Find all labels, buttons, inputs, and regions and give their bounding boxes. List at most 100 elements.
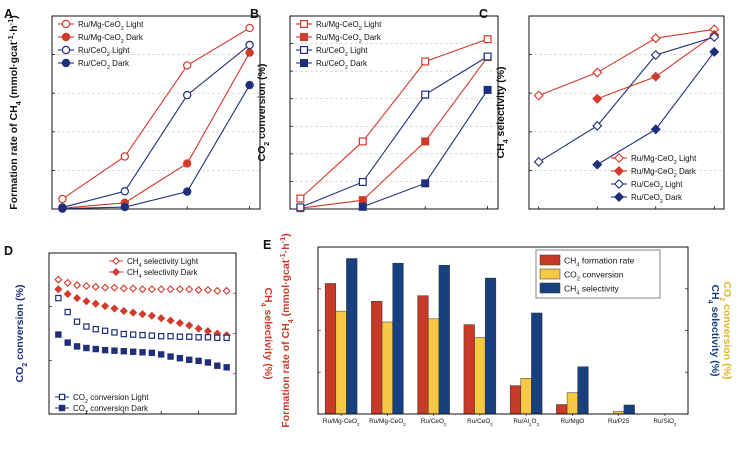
legend-label: CH4 selectivity xyxy=(564,284,619,297)
data-point xyxy=(82,281,91,291)
legend-label: Ru/CeO2 Dark xyxy=(78,59,130,71)
data-point xyxy=(650,49,661,61)
series-line xyxy=(62,27,250,200)
data-point xyxy=(73,318,81,325)
bar xyxy=(531,312,543,415)
bar xyxy=(577,366,589,415)
data-point xyxy=(223,334,230,341)
data-point xyxy=(138,310,147,319)
legend-marker xyxy=(61,32,71,42)
data-point xyxy=(421,57,430,66)
data-point xyxy=(185,285,194,294)
plot-frame xyxy=(48,252,237,415)
data-point xyxy=(148,332,156,339)
data-point xyxy=(175,285,184,294)
plot-frame xyxy=(51,15,261,210)
data-point xyxy=(186,333,193,340)
data-point xyxy=(421,137,430,146)
data-point xyxy=(54,285,63,294)
bar xyxy=(556,404,568,415)
data-point xyxy=(73,343,81,350)
data-point xyxy=(223,364,230,371)
data-point xyxy=(195,357,202,365)
data-point xyxy=(592,93,603,104)
legend-marker xyxy=(300,45,309,54)
bar xyxy=(428,318,440,415)
legend-label: CH4 formation rate xyxy=(564,256,635,269)
data-point xyxy=(182,90,192,100)
legend-label: Ru/Mg-CeO2 Dark xyxy=(78,33,144,45)
data-point xyxy=(421,90,430,99)
panel-e: Ru/Mg-CeO2 Ru/Mg-CeO2 Ru/CeO2 Ru/CeO2 Ru/Al2… xyxy=(263,233,733,427)
category-label: Ru/MgO xyxy=(560,418,584,425)
data-point xyxy=(421,179,430,188)
data-point xyxy=(120,187,130,196)
legend-swatch xyxy=(539,268,561,280)
data-point xyxy=(166,285,175,294)
category-label: Ru/SiO2 xyxy=(653,418,677,427)
data-point xyxy=(222,286,231,295)
legend-swatch xyxy=(539,282,561,294)
bar xyxy=(324,283,337,415)
y-axis-label: CH4 selectivity (%) xyxy=(495,66,510,158)
legend-label: Ru/Mg-CeO2 Dark xyxy=(316,33,382,45)
data-point xyxy=(194,324,203,333)
data-point xyxy=(358,202,367,211)
legend-marker xyxy=(613,178,625,190)
data-point xyxy=(91,282,100,291)
data-point xyxy=(101,327,109,335)
y-axis-label: Formation rate of CH4 (mmol·gcat-1·h-1) xyxy=(278,233,296,427)
legend-swatch xyxy=(539,254,561,266)
y-axis-label: Formation rate of CH4 (mmol·gcat-1·h-1) xyxy=(6,15,24,209)
panel-letter: E xyxy=(263,238,271,252)
data-point xyxy=(483,85,492,94)
series-line xyxy=(362,89,489,208)
legend-label: CO2 conversion xyxy=(564,270,624,283)
data-point xyxy=(245,23,254,33)
data-point xyxy=(157,285,166,294)
legend-marker xyxy=(613,191,625,203)
data-point xyxy=(111,329,118,336)
data-point xyxy=(73,281,82,290)
data-point xyxy=(204,334,212,341)
series-line xyxy=(62,44,250,208)
data-point xyxy=(64,308,71,316)
bar xyxy=(484,277,497,415)
data-point xyxy=(182,61,192,70)
bar xyxy=(438,264,450,415)
data-point xyxy=(709,32,720,43)
legend-label: CH4 selectivity Light xyxy=(127,257,199,269)
data-point xyxy=(110,304,119,313)
data-point xyxy=(129,284,138,293)
legend-marker xyxy=(300,20,309,29)
category-label: Ru/P25 xyxy=(608,418,630,425)
legend-marker xyxy=(61,58,71,68)
data-point xyxy=(119,306,128,315)
data-point xyxy=(58,194,67,204)
data-point xyxy=(120,152,130,161)
legend-label: Ru/Mg-CeO2 Light xyxy=(78,20,144,32)
series-line xyxy=(300,38,488,199)
data-point xyxy=(709,46,720,57)
data-point xyxy=(58,204,67,213)
data-point xyxy=(83,344,90,352)
data-point xyxy=(483,35,492,44)
data-point xyxy=(110,283,119,292)
data-point xyxy=(73,294,82,303)
data-point xyxy=(92,326,99,333)
data-point xyxy=(167,353,174,360)
data-point xyxy=(147,311,156,320)
legend-marker xyxy=(111,256,121,266)
series-line xyxy=(538,36,715,163)
data-point xyxy=(139,349,146,356)
data-point xyxy=(245,80,254,90)
data-point xyxy=(185,321,194,330)
data-point xyxy=(54,275,63,284)
data-point xyxy=(129,348,137,355)
y2b-axis-label: CO2 conversion (%) xyxy=(718,282,733,380)
bar xyxy=(417,295,429,415)
y-axis-label: CO2 conversion (%) xyxy=(14,285,29,383)
data-point xyxy=(182,187,192,196)
category-label: Ru/Mg-CeO2 xyxy=(323,418,360,427)
